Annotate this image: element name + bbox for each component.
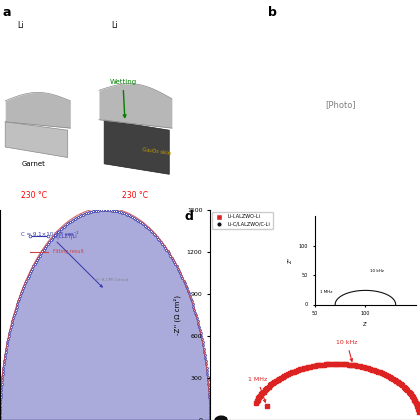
Text: Ga₂O₃ skin: Ga₂O₃ skin	[142, 147, 171, 156]
Text: b: b	[268, 6, 277, 19]
Text: Garnet: Garnet	[139, 176, 163, 181]
Text: Wetting: Wetting	[109, 79, 136, 118]
Text: 230 °C: 230 °C	[122, 191, 148, 200]
Text: Garnet: Garnet	[22, 161, 46, 167]
Text: Li: Li	[111, 21, 118, 30]
Y-axis label: -Z'' (Ω cm²): -Z'' (Ω cm²)	[174, 295, 181, 335]
Legend: Li-LALZWO-Li, Li-C/LALZWO/C-Li: Li-LALZWO-Li, Li-C/LALZWO/C-Li	[213, 213, 273, 229]
Text: 10 kHz: 10 kHz	[336, 340, 358, 361]
Text: Li: Li	[18, 21, 24, 30]
Polygon shape	[0, 210, 210, 420]
Text: 1 MHz: 1 MHz	[248, 377, 267, 402]
Text: 230 °C: 230 °C	[21, 191, 47, 200]
Text: a: a	[3, 6, 11, 19]
Text: [Photo]: [Photo]	[325, 100, 355, 110]
Polygon shape	[5, 122, 68, 158]
Polygon shape	[216, 417, 225, 420]
Polygon shape	[104, 120, 169, 174]
Text: d: d	[185, 210, 194, 223]
Text: C = 9.1×10⁻⁹ F cm⁻²: C = 9.1×10⁻⁹ F cm⁻²	[21, 232, 102, 287]
